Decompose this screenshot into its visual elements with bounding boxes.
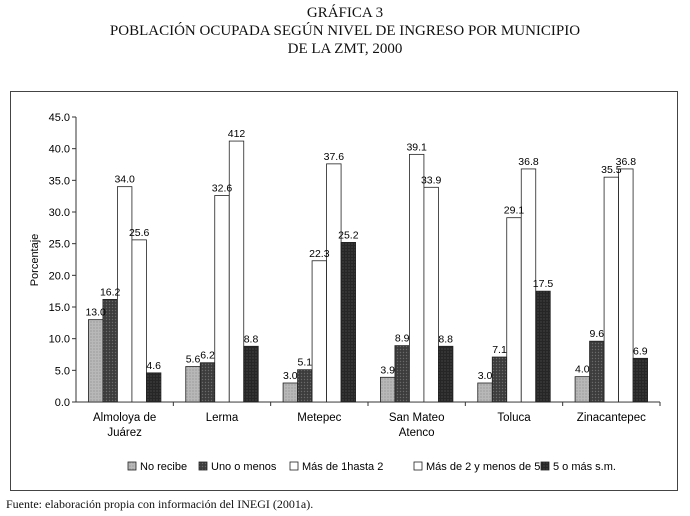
y-tick-label: 25.0 (49, 239, 70, 251)
bar (380, 376, 396, 403)
bar-value-label: 25.6 (129, 227, 150, 239)
bar-value-label: 6.9 (633, 345, 648, 357)
bar (477, 382, 493, 403)
y-tick-label: 10.0 (49, 334, 70, 346)
x-category-label: Metepec (297, 412, 341, 424)
bar-value-label: 3.0 (283, 370, 298, 382)
legend-swatch (289, 461, 299, 471)
bar (88, 319, 104, 403)
bar-value-label: 35.5 (601, 164, 622, 176)
legend-label: Más de 1hasta 2 (302, 461, 383, 473)
bar-value-label: 22.3 (309, 248, 330, 260)
bar-value-label: 5.6 (186, 354, 201, 366)
bar (491, 356, 508, 403)
legend-label: Uno o menos (211, 461, 277, 473)
chart-frame (10, 91, 678, 491)
y-tick-label: 30.0 (49, 207, 70, 219)
source-note: Fuente: elaboración propia con informaci… (6, 497, 314, 511)
bar (535, 290, 551, 403)
x-category-label: Lerma (206, 412, 239, 424)
bar (243, 345, 259, 403)
bar-value-label: 4.0 (575, 364, 590, 376)
bar-value-label: 7.1 (492, 344, 507, 356)
bar-value-label: 39.1 (406, 141, 427, 153)
bar-value-label: 33.9 (421, 174, 442, 186)
bar (589, 340, 605, 403)
y-tick-label: 5.0 (55, 365, 70, 377)
bar (603, 176, 619, 403)
bar-value-label: 13.0 (85, 307, 106, 319)
chart-title-block: GRÁFICA 3 POBLACIÓN OCUPADA SEGÚN NIVEL … (0, 4, 690, 58)
bar-value-label: 16.2 (100, 286, 121, 298)
bar (409, 153, 425, 403)
bar (326, 163, 342, 403)
bar (228, 140, 245, 403)
x-category-label: Zinacantepec (577, 412, 646, 424)
bar-value-label: 36.8 (518, 156, 539, 168)
bar-value-label: 32.6 (212, 183, 233, 195)
bar (506, 217, 522, 403)
bar (282, 382, 298, 403)
bar-value-label: 37.6 (324, 151, 345, 163)
bar-value-label: 5.1 (298, 357, 313, 369)
y-axis-label: Porcentaje (29, 234, 41, 287)
title-line-2: POBLACIÓN OCUPADA SEGÚN NIVEL DE INGRESO… (109, 23, 581, 39)
legend-label: Más de 2 y menos de 5 (426, 461, 540, 473)
bar (214, 195, 230, 403)
legend-swatch (127, 461, 137, 471)
bar-value-label: 8.8 (438, 333, 453, 345)
bar (340, 241, 356, 403)
y-tick-label: 0.0 (55, 397, 70, 409)
bar (423, 186, 439, 403)
bar-value-label: 17.5 (533, 278, 554, 290)
y-tick-label: 45.0 (49, 112, 70, 124)
bar-value-label: 4.6 (146, 360, 161, 372)
bar-value-label: 36.8 (616, 156, 637, 168)
bar (394, 345, 410, 403)
bar (618, 168, 634, 403)
legend-swatch (198, 461, 208, 471)
bar (185, 366, 201, 403)
legend-label: 5 o más s.m. (553, 461, 616, 473)
y-tick-label: 35.0 (49, 175, 70, 187)
x-category-label: San Mateo (389, 412, 445, 424)
legend-label: No recibe (140, 461, 187, 473)
bar-value-label: 34.0 (114, 174, 135, 186)
bar (632, 357, 648, 403)
bar (438, 345, 454, 403)
bar-value-label: 8.8 (244, 333, 259, 345)
title-line-3: DE LA ZMT, 2000 (287, 41, 403, 57)
x-category-label: Juárez (107, 427, 142, 439)
legend-swatch (540, 461, 550, 471)
title-line-1: GRÁFICA 3 (306, 5, 384, 21)
legend-swatch (413, 461, 423, 471)
bar-value-label: 3.0 (478, 370, 493, 382)
bar-value-label: 412 (228, 128, 246, 140)
x-category-label: Atenco (399, 427, 435, 439)
bar (199, 362, 216, 403)
bar (311, 260, 327, 403)
bar (297, 369, 313, 403)
bar-value-label: 25.2 (338, 229, 359, 241)
x-category-label: Toluca (497, 412, 531, 424)
bar (131, 239, 147, 403)
bar-value-label: 3.9 (380, 364, 395, 376)
bar (574, 376, 590, 403)
bar-value-label: 8.9 (395, 333, 410, 345)
bar-value-label: 9.6 (590, 328, 605, 340)
y-tick-label: 15.0 (49, 302, 70, 314)
x-category-label: Almoloya de (93, 412, 156, 424)
bar-value-label: 6.2 (200, 350, 215, 362)
y-tick-label: 40.0 (49, 144, 70, 156)
bar (146, 372, 162, 403)
bar (520, 168, 537, 403)
y-tick-label: 20.0 (49, 270, 70, 282)
bar-value-label: 29.1 (504, 205, 525, 217)
